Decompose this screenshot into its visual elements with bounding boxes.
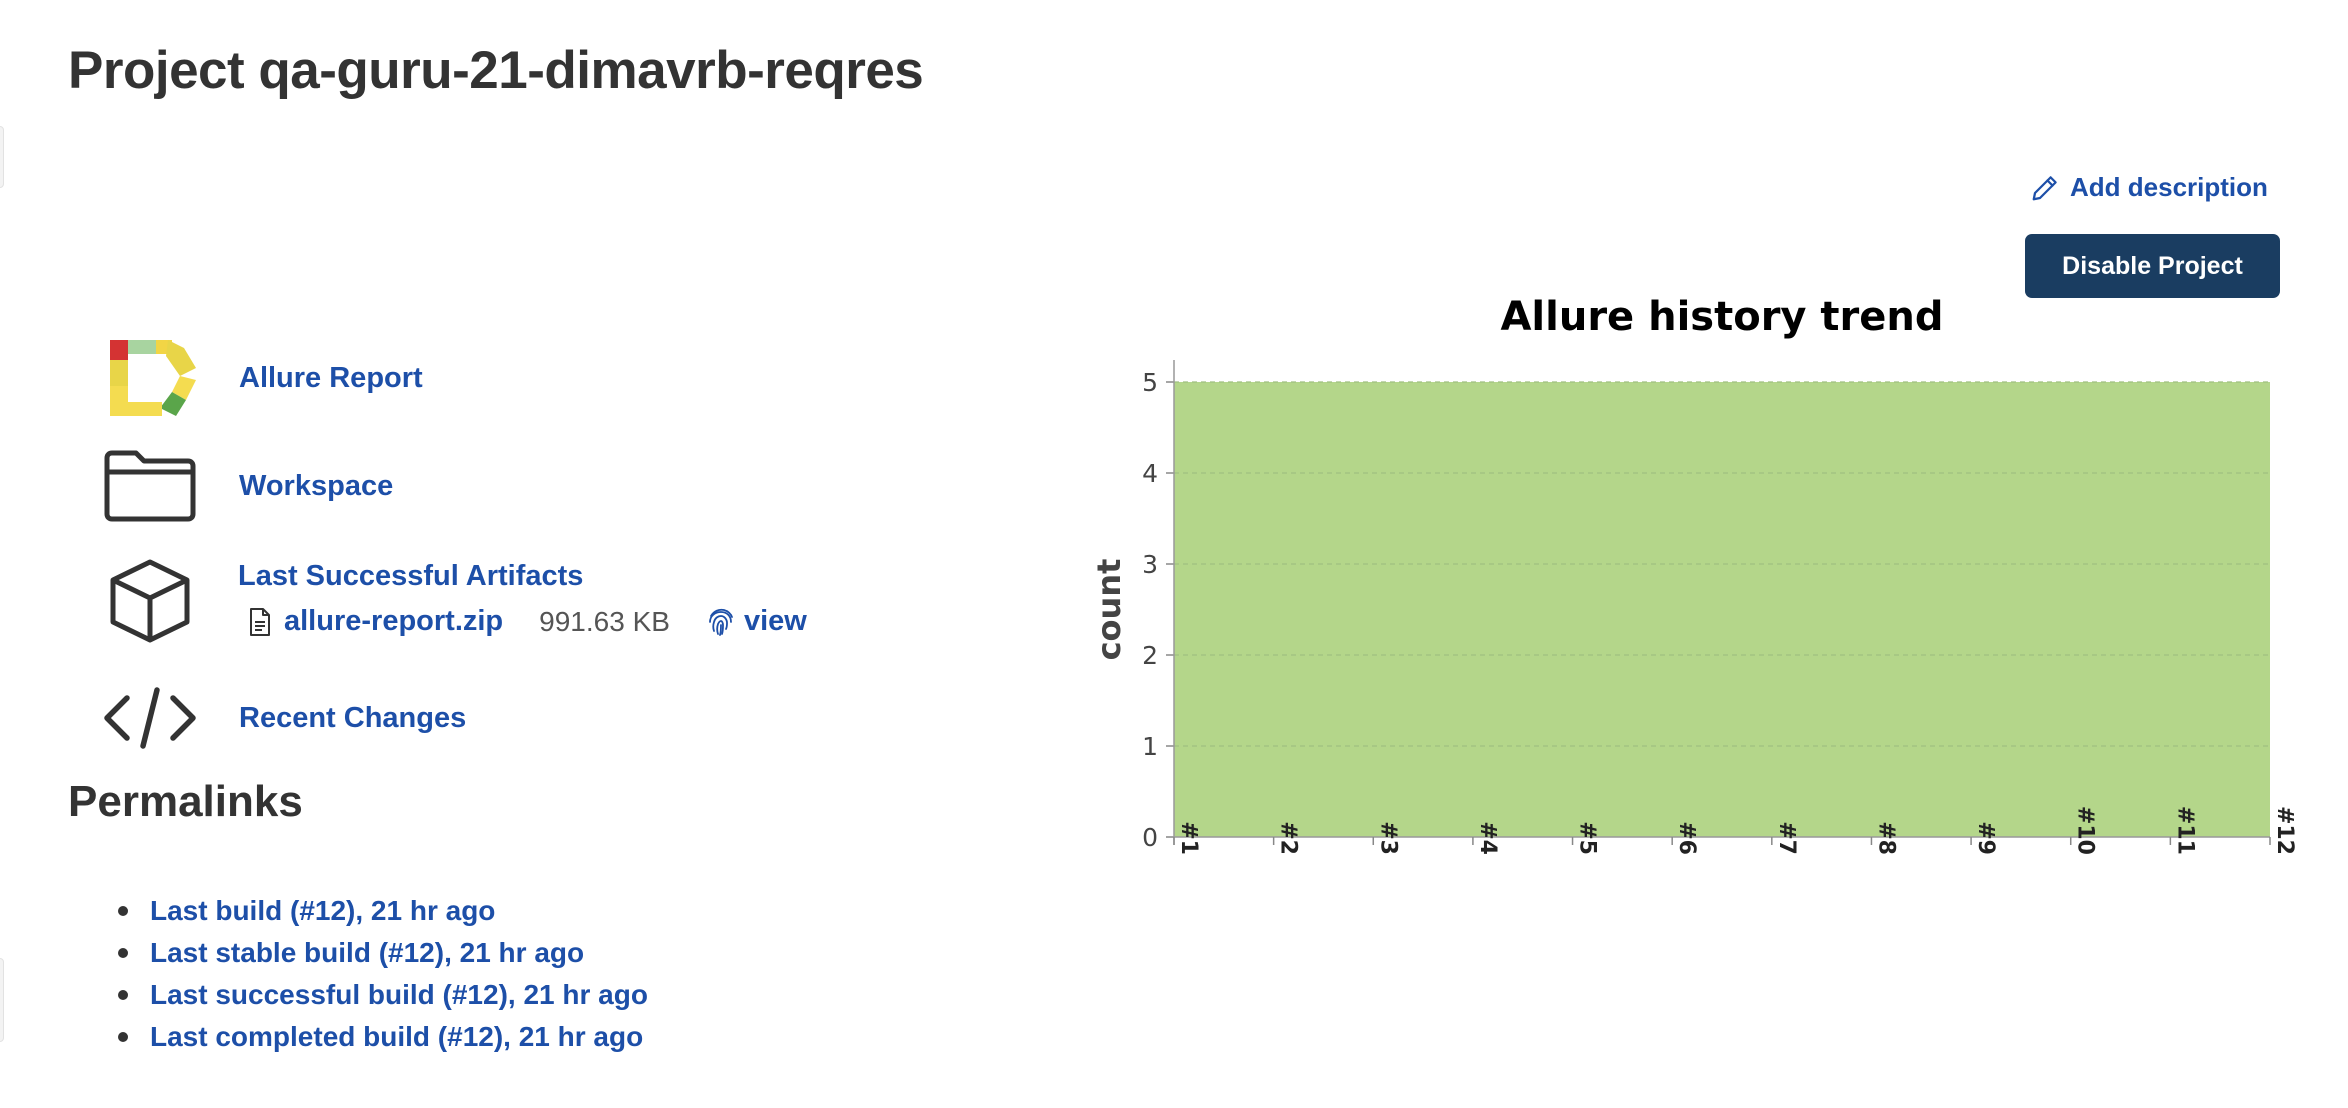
chart-x-tick-label: #12 [2272, 806, 2297, 855]
permalink-last-build[interactable]: Last build (#12), 21 hr ago [150, 895, 496, 926]
permalinks-list: Last build (#12), 21 hr ago Last stable … [118, 890, 648, 1058]
task-recent-changes: Recent Changes [100, 686, 466, 750]
chart-x-tick-label: #10 [2073, 806, 2098, 855]
permalink-last-stable-build[interactable]: Last stable build (#12), 21 hr ago [150, 937, 585, 968]
artifact-file-size: 991.63 KB [539, 605, 670, 637]
allure-report-link[interactable]: Allure Report [239, 361, 423, 394]
chart-y-tick-label: 4 [1142, 459, 1158, 488]
permalinks-heading: Permalinks [68, 777, 303, 826]
chart-x-tick-label: #3 [1375, 821, 1400, 855]
artifact-file-link[interactable]: allure-report.zip [284, 605, 504, 637]
chart-x-tick-label: #2 [1276, 821, 1301, 855]
left-edge-tab-top [0, 126, 4, 188]
package-icon [110, 559, 190, 643]
permalink-item: Last successful build (#12), 21 hr ago [118, 974, 648, 1016]
permalink-last-successful-build[interactable]: Last successful build (#12), 21 hr ago [150, 979, 648, 1010]
task-last-successful-artifacts [100, 558, 200, 644]
file-icon [250, 607, 270, 636]
last-successful-artifacts-link[interactable]: Last Successful Artifacts [238, 560, 584, 592]
permalink-last-completed-build[interactable]: Last completed build (#12), 21 hr ago [150, 1021, 644, 1052]
pencil-icon [2032, 175, 2057, 200]
chart-x-tick-label: #4 [1475, 821, 1500, 855]
task-allure-report: Allure Report [100, 336, 423, 420]
allure-history-trend-chart[interactable]: Allure history trend 0 1 2 3 4 5 #1 #2 #3 #4 #5 #6 #7… [1090, 290, 2310, 910]
chart-y-tick-label: 5 [1142, 368, 1158, 397]
code-icon [104, 687, 196, 749]
artifact-row: allure-report.zip 991.63 KB view [248, 605, 807, 638]
chart-area-series-0 [1174, 382, 2270, 837]
chart-x-tick-label: #5 [1575, 821, 1600, 855]
page-title: Project qa-guru-21-dimavrb-reqres [68, 41, 924, 100]
workspace-link[interactable]: Workspace [239, 469, 394, 502]
permalink-item: Last completed build (#12), 21 hr ago [118, 1016, 648, 1058]
allure-logo-icon [110, 340, 196, 416]
permalink-item: Last build (#12), 21 hr ago [118, 890, 648, 932]
chart-x-tick-label: #1 [1176, 821, 1201, 855]
chart-x-tick-label: #8 [1873, 821, 1898, 855]
chart-y-axis-label: count [1090, 559, 1128, 661]
chart-x-tick-label: #7 [1774, 821, 1799, 855]
permalink-item: Last stable build (#12), 21 hr ago [118, 932, 648, 974]
chart-x-tick-label: #6 [1674, 821, 1699, 855]
add-description-link[interactable]: Add description [2030, 172, 2268, 203]
chart-y-tick-label: 3 [1142, 550, 1158, 579]
chart-title: Allure history trend [1500, 294, 1943, 340]
fingerprint-icon[interactable] [706, 606, 736, 638]
artifacts-section: Last Successful Artifacts allure-report.… [238, 560, 807, 638]
recent-changes-link[interactable]: Recent Changes [239, 701, 467, 734]
disable-project-button[interactable]: Disable Project [2025, 234, 2280, 298]
task-workspace: Workspace [100, 448, 393, 524]
chart-y-tick-label: 2 [1142, 641, 1158, 670]
folder-icon [104, 450, 196, 522]
chart-y-tick-label: 0 [1142, 823, 1158, 852]
artifact-view-link[interactable]: view [743, 605, 807, 637]
left-edge-tab-bottom [0, 958, 4, 1042]
chart-y-tick-label: 1 [1142, 732, 1158, 761]
chart-x-tick-label: #11 [2172, 806, 2197, 855]
add-description-label: Add description [2070, 172, 2268, 202]
chart-x-tick-label: #9 [1973, 821, 1998, 855]
